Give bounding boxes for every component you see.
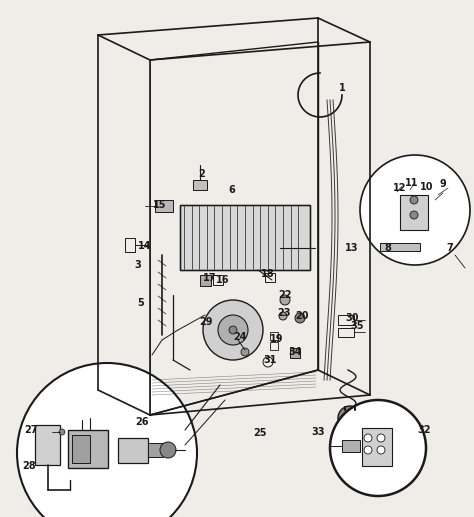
Circle shape xyxy=(241,348,249,356)
Text: 29: 29 xyxy=(199,317,213,327)
Text: 14: 14 xyxy=(138,241,152,251)
Circle shape xyxy=(338,406,362,430)
Text: 31: 31 xyxy=(263,355,277,365)
Text: 16: 16 xyxy=(216,275,230,285)
Bar xyxy=(118,438,148,463)
Text: 22: 22 xyxy=(278,290,292,300)
Bar xyxy=(155,200,173,212)
Text: 1: 1 xyxy=(338,83,346,93)
Bar xyxy=(270,342,278,350)
Circle shape xyxy=(279,312,287,320)
Text: 23: 23 xyxy=(277,308,291,318)
Text: 19: 19 xyxy=(270,334,284,344)
Text: 35: 35 xyxy=(350,321,364,331)
Circle shape xyxy=(218,315,248,345)
Text: 7: 7 xyxy=(447,243,453,253)
Text: 8: 8 xyxy=(384,243,392,253)
Bar xyxy=(72,435,90,463)
Bar xyxy=(290,348,300,358)
Text: 27: 27 xyxy=(24,425,38,435)
Text: 30: 30 xyxy=(345,313,359,323)
Text: 18: 18 xyxy=(261,269,275,279)
Circle shape xyxy=(360,155,470,265)
Bar xyxy=(200,275,211,286)
Circle shape xyxy=(364,446,372,454)
Bar xyxy=(180,205,310,270)
Circle shape xyxy=(410,196,418,204)
Bar xyxy=(35,425,60,465)
Bar xyxy=(68,430,108,468)
Text: 33: 33 xyxy=(311,427,325,437)
Text: 20: 20 xyxy=(295,311,309,321)
Bar xyxy=(362,428,392,466)
Circle shape xyxy=(203,300,263,360)
Bar xyxy=(265,273,275,282)
Bar xyxy=(342,440,360,452)
Text: 17: 17 xyxy=(203,273,217,283)
Bar xyxy=(270,332,278,340)
Bar xyxy=(213,275,223,285)
Text: 2: 2 xyxy=(199,169,205,179)
Bar xyxy=(338,315,354,325)
Bar xyxy=(125,238,135,252)
Bar xyxy=(380,243,420,251)
Circle shape xyxy=(280,295,290,305)
Text: 24: 24 xyxy=(233,332,247,342)
Text: 34: 34 xyxy=(288,347,302,357)
Bar xyxy=(148,443,163,457)
Text: 12: 12 xyxy=(393,183,407,193)
Bar xyxy=(338,328,354,337)
Text: 15: 15 xyxy=(153,200,167,210)
Text: 25: 25 xyxy=(253,428,267,438)
Text: 5: 5 xyxy=(137,298,145,308)
Text: 28: 28 xyxy=(22,461,36,471)
Text: 10: 10 xyxy=(420,182,434,192)
Circle shape xyxy=(377,434,385,442)
Circle shape xyxy=(364,434,372,442)
Circle shape xyxy=(160,442,176,458)
Text: 11: 11 xyxy=(405,178,419,188)
Circle shape xyxy=(59,429,65,435)
Circle shape xyxy=(295,313,305,323)
Text: 26: 26 xyxy=(135,417,149,427)
Bar xyxy=(400,195,428,230)
Circle shape xyxy=(229,326,237,334)
Circle shape xyxy=(377,446,385,454)
Bar xyxy=(193,180,207,190)
Text: 9: 9 xyxy=(439,179,447,189)
Circle shape xyxy=(410,211,418,219)
Text: 32: 32 xyxy=(417,425,431,435)
Circle shape xyxy=(17,363,197,517)
Circle shape xyxy=(330,400,426,496)
Text: 13: 13 xyxy=(345,243,359,253)
Text: 6: 6 xyxy=(228,185,236,195)
Bar xyxy=(180,205,310,270)
Text: 3: 3 xyxy=(135,260,141,270)
